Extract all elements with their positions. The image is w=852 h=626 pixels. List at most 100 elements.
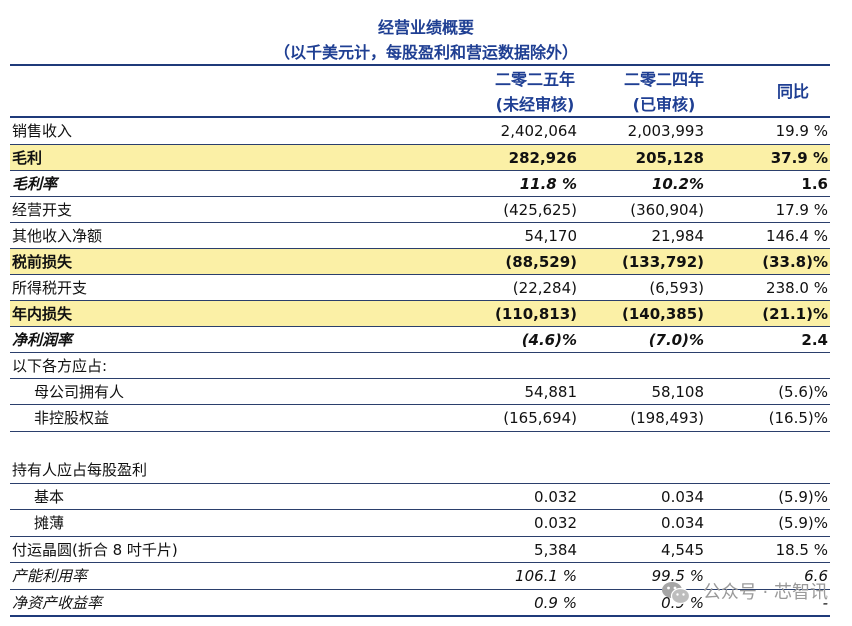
row-value-yoy: -	[822, 594, 828, 612]
row-value-2025: (4.6)%	[521, 331, 577, 349]
row-label: 年内损失	[12, 305, 73, 323]
row-divider	[10, 196, 830, 197]
row-value-2025: (110,813)	[494, 305, 577, 323]
row-value-yoy: 19.9 %	[775, 122, 828, 140]
table-row: 净利润率 (4.6)% (7.0)% 2.4	[10, 327, 830, 353]
row-value-2025: 11.8 %	[519, 175, 577, 193]
top-rule	[10, 64, 830, 66]
row-label: 持有人应占每股盈利	[12, 461, 148, 479]
row-value-2025: 0.032	[534, 514, 577, 532]
row-value-2025: (22,284)	[512, 279, 577, 297]
row-value-2024: 21,984	[651, 227, 705, 245]
row-divider	[10, 378, 830, 379]
row-value-2025: (425,625)	[503, 201, 577, 219]
row-value-yoy: (21.1)%	[762, 305, 828, 323]
row-value-2025: 0.9 %	[534, 594, 577, 612]
row-divider	[10, 352, 830, 353]
row-value-2024: 0.034	[661, 488, 704, 506]
row-divider	[10, 222, 830, 223]
column-header-2024-note: (已审核)	[632, 95, 696, 114]
row-divider	[10, 404, 830, 405]
row-label: 非控股权益	[34, 409, 110, 427]
row-value-yoy: (5.9)%	[778, 488, 828, 506]
table-row: 毛利 282,926 205,128 37.9 %	[10, 145, 830, 171]
page-subtitle: （以千美元计，每股盈利和营运数据除外）	[273, 43, 578, 62]
row-value-yoy: 146.4 %	[766, 227, 828, 245]
section-header-row: 持有人应占每股盈利	[10, 457, 830, 483]
row-value-yoy: (5.6)%	[778, 383, 828, 401]
watermark-text: 公众号 · 芯智讯	[702, 582, 828, 603]
table-row: 付运晶圆(折合 8 吋千片) 5,384 4,545 18.5 %	[10, 537, 830, 563]
page-title: 经营业绩概要	[377, 18, 474, 37]
column-header-2024: 二零二四年 (已审核)	[594, 67, 734, 117]
row-label: 经营开支	[12, 201, 73, 219]
row-label: 产能利用率	[12, 567, 88, 585]
row-label: 其他收入净额	[12, 227, 103, 245]
row-value-2025: 106.1 %	[515, 567, 577, 585]
header-rule	[10, 116, 830, 118]
row-value-2025: (88,529)	[505, 253, 577, 271]
row-value-2024: (7.0)%	[648, 331, 704, 349]
table-row: 年内损失 (110,813) (140,385) (21.1)%	[10, 301, 830, 327]
table-row: 销售收入 2,402,064 2,003,993 19.9 %	[10, 118, 830, 144]
row-label: 母公司拥有人	[34, 383, 125, 401]
row-divider	[10, 248, 830, 249]
row-value-yoy: (5.9)%	[778, 514, 828, 532]
row-value-2024: 99.5 %	[651, 567, 704, 585]
row-value-2024: (140,385)	[621, 305, 704, 323]
bottom-rule	[10, 615, 830, 617]
row-label: 付运晶圆(折合 8 吋千片)	[12, 541, 178, 559]
row-divider	[10, 536, 830, 537]
row-divider	[10, 562, 830, 563]
row-label: 所得税开支	[12, 279, 88, 297]
row-divider	[10, 509, 830, 510]
row-value-yoy: 1.6	[801, 175, 828, 193]
row-value-2025: 54,881	[524, 383, 578, 401]
row-value-2024: 10.2%	[651, 175, 704, 193]
row-divider	[10, 274, 830, 275]
column-header-2024-year: 二零二四年	[623, 70, 704, 89]
column-header-yoy: 同比	[776, 82, 809, 101]
row-value-2025: 0.032	[534, 488, 577, 506]
table-row: 其他收入净额 54,170 21,984 146.4 %	[10, 223, 830, 249]
row-label: 以下各方应占:	[12, 357, 108, 375]
row-label: 摊薄	[34, 514, 65, 532]
row-value-yoy: 6.6	[804, 567, 828, 585]
table-row: 非控股权益 (165,694) (198,493) (16.5)%	[10, 405, 830, 431]
row-divider	[10, 589, 830, 590]
row-value-2025: 54,170	[524, 227, 578, 245]
column-header-2025: 二零二五年 (未经审核)	[465, 67, 605, 117]
row-value-2024: 58,108	[651, 383, 705, 401]
row-value-yoy: 17.9 %	[775, 201, 828, 219]
row-divider	[10, 300, 830, 301]
row-value-2024: (198,493)	[630, 409, 704, 427]
row-value-2024: (360,904)	[630, 201, 704, 219]
row-divider	[10, 170, 830, 171]
table-row: 母公司拥有人 54,881 58,108 (5.6)%	[10, 379, 830, 405]
row-value-2024: 4,545	[661, 541, 704, 559]
table-row: 税前损失 (88,529) (133,792) (33.8)%	[10, 249, 830, 275]
row-value-2025: (165,694)	[503, 409, 577, 427]
table-row: 基本 0.032 0.034 (5.9)%	[10, 484, 830, 510]
row-divider	[10, 326, 830, 327]
row-value-2024: 2,003,993	[627, 122, 704, 140]
table-row: 毛利率 11.8 % 10.2% 1.6	[10, 171, 830, 197]
row-value-2025: 2,402,064	[500, 122, 577, 140]
section-header-row: 以下各方应占:	[10, 353, 830, 379]
row-value-yoy: (33.8)%	[762, 253, 828, 271]
row-divider	[10, 144, 830, 145]
table-row: 摊薄 0.032 0.034 (5.9)%	[10, 510, 830, 536]
wechat-icon	[661, 582, 703, 605]
row-value-2024: (6,593)	[649, 279, 704, 297]
row-value-yoy: 2.4	[801, 331, 828, 349]
row-value-2025: 282,926	[508, 149, 577, 167]
row-value-yoy: 18.5 %	[775, 541, 828, 559]
table-row: 所得税开支 (22,284) (6,593) 238.0 %	[10, 275, 830, 301]
column-header-2025-year: 二零二五年	[494, 70, 575, 89]
column-header-2025-note: (未经审核)	[495, 95, 575, 114]
table-row: 产能利用率 106.1 % 99.5 % 6.6	[10, 563, 830, 589]
row-label: 净资产收益率	[12, 594, 103, 612]
row-label: 毛利率	[12, 175, 58, 193]
row-value-yoy: 37.9 %	[770, 149, 828, 167]
row-value-2024: 0.034	[661, 514, 704, 532]
